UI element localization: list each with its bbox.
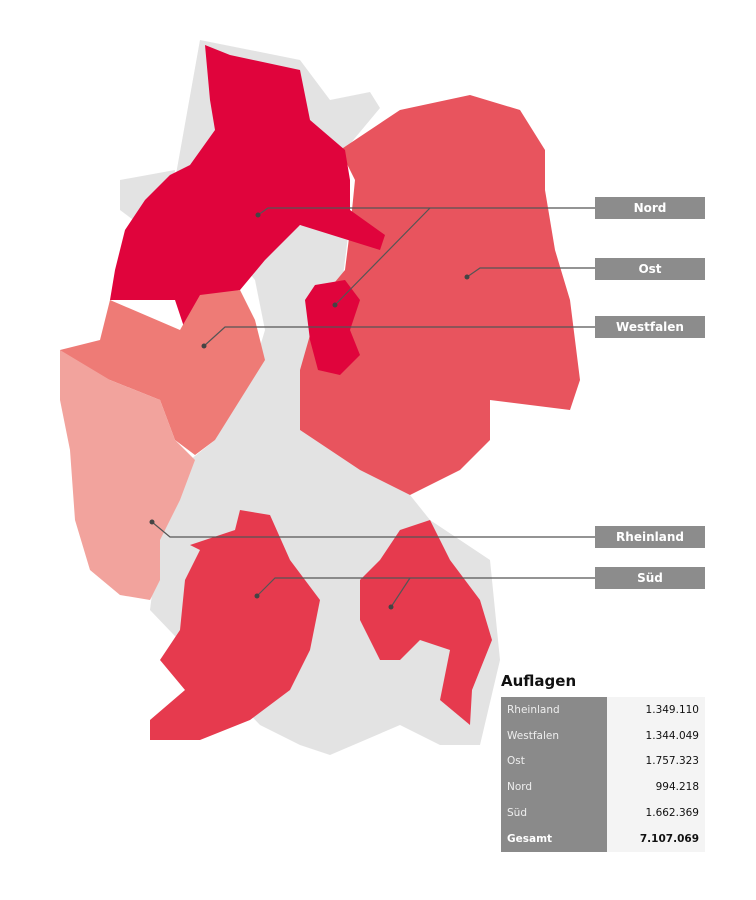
row-value: 1.349.110	[607, 697, 705, 723]
marker-dot	[255, 212, 261, 218]
callout-line-sued-east	[390, 577, 411, 608]
region-rheinland	[60, 350, 195, 600]
callout-line-rheinland	[151, 521, 595, 538]
region-sued-east	[360, 520, 492, 725]
label-westfalen: Westfalen	[595, 316, 705, 338]
table-total-row: Gesamt 7.107.069	[501, 825, 705, 852]
marker-dot	[254, 593, 260, 599]
table-title: Auflagen	[501, 672, 577, 690]
row-label: Westfalen	[501, 722, 607, 749]
marker-dot	[201, 343, 207, 349]
row-value: 1.662.369	[607, 800, 705, 826]
table-row: Ost 1.757.323	[501, 748, 705, 775]
region-sued-west	[150, 510, 320, 740]
table-row: Rheinland 1.349.110	[501, 697, 705, 723]
callout-line-sued	[256, 577, 595, 597]
row-label: Ost	[501, 748, 607, 775]
table-row: Westfalen 1.344.049	[501, 722, 705, 749]
callout-line-nord	[257, 207, 595, 216]
row-value: 1.344.049	[607, 722, 705, 749]
label-rheinland: Rheinland	[595, 526, 705, 548]
row-label: Süd	[501, 800, 607, 826]
marker-dot	[464, 274, 470, 280]
marker-dot	[332, 302, 338, 308]
region-nord	[110, 45, 385, 330]
region-westfalen	[60, 290, 265, 455]
circulation-table: Rheinland 1.349.110 Westfalen 1.344.049 Os…	[501, 697, 705, 852]
table-row: Nord 994.218	[501, 774, 705, 801]
marker-dot	[388, 604, 394, 610]
label-sued: Süd	[595, 567, 705, 589]
row-label: Rheinland	[501, 697, 607, 723]
region-ost	[300, 95, 580, 495]
marker-dot	[149, 519, 155, 525]
total-value: 7.107.069	[607, 825, 705, 852]
total-label: Gesamt	[501, 825, 607, 852]
callout-line-ost	[466, 267, 595, 278]
table-row: Süd 1.662.369	[501, 800, 705, 826]
label-ost: Ost	[595, 258, 705, 280]
callout-line-westfalen	[203, 326, 595, 347]
callout-line-nord-enclave	[334, 207, 431, 306]
row-value: 994.218	[607, 774, 705, 801]
label-nord: Nord	[595, 197, 705, 219]
row-value: 1.757.323	[607, 748, 705, 775]
row-label: Nord	[501, 774, 607, 801]
